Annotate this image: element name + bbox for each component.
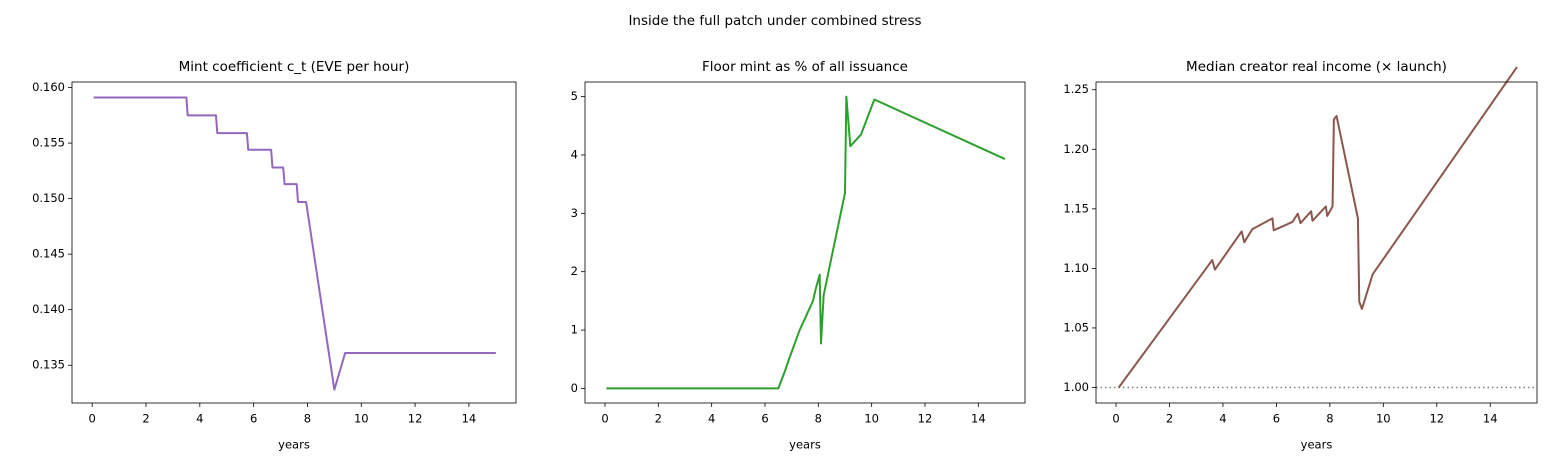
x-tick-label: 12 bbox=[1429, 412, 1444, 426]
y-tick-label: 5 bbox=[571, 89, 578, 103]
x-tick-label: 10 bbox=[354, 412, 369, 426]
x-axis-label: years bbox=[278, 438, 310, 452]
y-tick-label: 0.145 bbox=[32, 247, 65, 261]
data-line bbox=[1117, 66, 1518, 389]
y-tick-label: 0.155 bbox=[32, 136, 65, 150]
x-tick-label: 4 bbox=[1219, 412, 1226, 426]
x-tick-label: 2 bbox=[655, 412, 662, 426]
x-tick-label: 12 bbox=[918, 412, 933, 426]
y-tick-label: 1.10 bbox=[1063, 261, 1089, 275]
x-axis-label: years bbox=[1301, 438, 1333, 452]
y-tick-label: 1.15 bbox=[1063, 201, 1089, 215]
x-tick-label: 14 bbox=[462, 412, 477, 426]
y-tick-label: 0.160 bbox=[32, 80, 65, 94]
y-tick-label: 1.20 bbox=[1063, 142, 1089, 156]
y-tick-label: 1 bbox=[571, 323, 578, 337]
y-tick-label: 1.00 bbox=[1063, 380, 1089, 394]
x-tick-label: 8 bbox=[815, 412, 822, 426]
figure-title: Inside the full patch under combined str… bbox=[628, 13, 921, 29]
x-tick-label: 10 bbox=[1376, 412, 1391, 426]
x-tick-label: 2 bbox=[142, 412, 149, 426]
axes-frame bbox=[71, 81, 517, 404]
y-tick-label: 0.140 bbox=[32, 302, 65, 316]
x-tick-label: 4 bbox=[196, 412, 203, 426]
y-tick-label: 1.05 bbox=[1063, 320, 1089, 334]
x-tick-label: 6 bbox=[761, 412, 768, 426]
data-line bbox=[93, 96, 496, 391]
y-tick-label: 4 bbox=[571, 147, 578, 161]
axes-title: Floor mint as % of all issuance bbox=[702, 59, 908, 75]
x-tick-label: 6 bbox=[1273, 412, 1280, 426]
x-tick-label: 2 bbox=[1166, 412, 1173, 426]
y-tick-label: 1.25 bbox=[1063, 82, 1089, 96]
y-tick-label: 0 bbox=[571, 381, 578, 395]
axes-title: Median creator real income (× launch) bbox=[1186, 59, 1447, 75]
data-line bbox=[606, 95, 1006, 390]
x-tick-label: 0 bbox=[1112, 412, 1119, 426]
axes-frame bbox=[584, 81, 1026, 404]
x-tick-label: 0 bbox=[601, 412, 608, 426]
x-axis-label: years bbox=[789, 438, 821, 452]
y-tick-label: 0.135 bbox=[32, 358, 65, 372]
y-tick-label: 2 bbox=[571, 264, 578, 278]
axes-frame bbox=[1095, 81, 1538, 404]
y-tick-label: 0.150 bbox=[32, 191, 65, 205]
axes-title: Mint coefficient c_t (EVE per hour) bbox=[179, 59, 410, 75]
x-tick-label: 8 bbox=[304, 412, 311, 426]
x-tick-label: 14 bbox=[971, 412, 986, 426]
x-tick-label: 4 bbox=[708, 412, 715, 426]
x-tick-label: 0 bbox=[89, 412, 96, 426]
y-tick-label: 3 bbox=[571, 206, 578, 220]
x-tick-label: 14 bbox=[1483, 412, 1498, 426]
x-tick-label: 8 bbox=[1326, 412, 1333, 426]
x-tick-label: 10 bbox=[864, 412, 879, 426]
x-tick-label: 6 bbox=[250, 412, 257, 426]
x-tick-label: 12 bbox=[408, 412, 423, 426]
